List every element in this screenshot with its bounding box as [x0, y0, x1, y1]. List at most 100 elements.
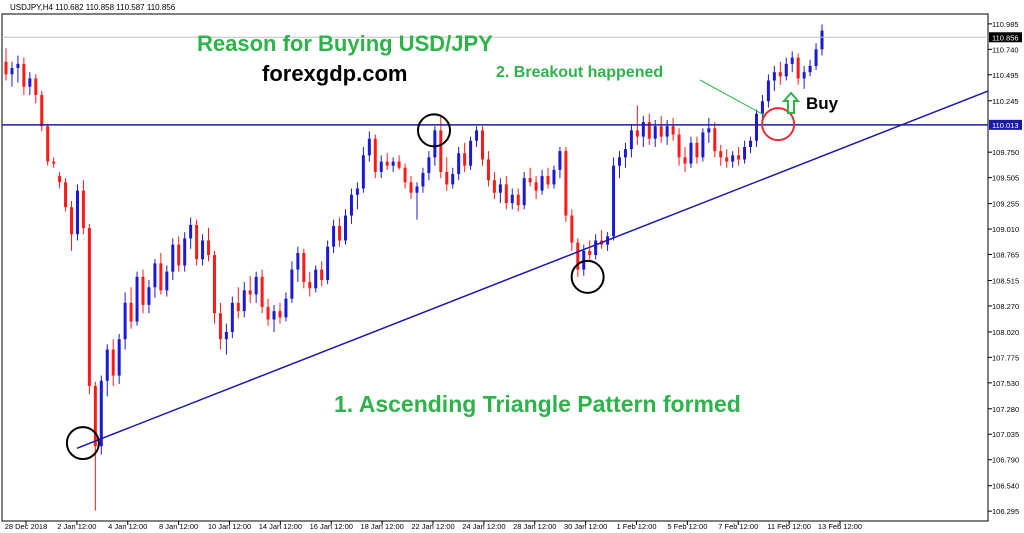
bull-candle: [361, 146, 365, 193]
bear-candle: [302, 248, 306, 289]
bear-candle: [129, 287, 133, 329]
candle-body: [153, 263, 157, 288]
bull-candle: [99, 375, 103, 455]
candle-body: [451, 173, 455, 185]
candle-body: [189, 224, 193, 239]
bull-candle: [379, 155, 383, 179]
y-tick-label: 110.245: [992, 97, 1019, 106]
candle-body: [290, 269, 294, 299]
breakout-connector: [699, 79, 767, 117]
candle-body: [570, 215, 574, 243]
candle-body: [81, 190, 85, 229]
y-tick-label: 106.540: [992, 482, 1019, 491]
y-tick-label: 110.985: [992, 20, 1019, 29]
candle-body: [796, 57, 800, 79]
bull-candle: [332, 219, 336, 253]
bear-candle: [445, 157, 449, 191]
bull-candle: [391, 157, 395, 172]
candle-body: [135, 276, 139, 322]
candle-body: [224, 331, 228, 340]
y-tick-label: 108.515: [992, 276, 1019, 285]
bull-candle: [367, 131, 371, 162]
candle-body: [743, 146, 747, 160]
y-tick-label: 107.035: [992, 430, 1019, 439]
candle-body: [147, 287, 151, 305]
bear-candle: [70, 201, 74, 251]
bear-candle: [570, 209, 574, 251]
candle-body: [677, 134, 681, 158]
candle-body: [302, 252, 306, 283]
candle-body: [647, 122, 651, 139]
bear-candle: [64, 178, 68, 212]
candle-body: [445, 171, 449, 185]
bull-candle: [820, 24, 824, 56]
candle-body: [617, 157, 621, 166]
bull-candle: [475, 126, 479, 147]
y-tick-label: 108.270: [992, 302, 1019, 311]
candle-body: [34, 78, 38, 96]
candle-body: [284, 298, 288, 318]
bear-candle: [278, 302, 282, 324]
candle-body: [403, 167, 407, 183]
x-tick-label: 16 Jan 12:00: [310, 522, 353, 531]
x-tick-label: 4 Jan 12:00: [108, 522, 147, 531]
buy-arrow-icon: [782, 91, 800, 114]
bear-candle: [659, 115, 663, 143]
candle-body: [308, 282, 312, 289]
y-tick-label: 109.505: [992, 174, 1019, 183]
bull-candle: [749, 136, 753, 154]
bear-candle: [647, 113, 651, 145]
candle-body: [16, 63, 20, 69]
candle-body: [540, 176, 544, 191]
bull-candle: [469, 136, 473, 170]
candle-body: [665, 126, 669, 137]
y-tick-label: 108.765: [992, 251, 1019, 260]
bull-candle: [522, 171, 526, 210]
bull-candle: [814, 43, 818, 71]
bull-candle: [272, 304, 276, 332]
candle-body: [212, 255, 216, 314]
bull-candle: [790, 51, 794, 73]
bull-candle: [16, 55, 20, 83]
candle-body: [159, 263, 163, 291]
bull-candle: [743, 140, 747, 164]
price-tag-text: 110.013: [992, 121, 1019, 130]
y-tick-label: 109.750: [992, 148, 1019, 157]
candle-body: [344, 215, 348, 241]
candle-body: [612, 165, 616, 237]
candle-body: [754, 113, 758, 141]
candle-body: [320, 269, 324, 280]
bear-candle: [403, 163, 407, 189]
ascending-trendline: [76, 90, 989, 449]
bull-candle: [498, 178, 502, 204]
candle-body: [254, 276, 258, 295]
trendlines: [2, 79, 989, 449]
bear-candle: [248, 275, 252, 303]
bull-candle: [290, 261, 294, 303]
bear-candle: [409, 176, 413, 199]
candle-body: [272, 311, 276, 320]
time-axis: 28 Dec 2018 2 Jan 12:00 4 Jan 12:00 8 Jan 1…: [5, 521, 862, 531]
bear-candle: [22, 57, 26, 96]
bear-candle: [236, 287, 240, 319]
candle-body: [528, 178, 532, 183]
candle-body: [242, 290, 246, 312]
bull-candle: [10, 61, 14, 87]
bull-candle: [653, 119, 657, 147]
price-axis: 110.985 110.740 110.495 110.245 109.750 109.5…: [2, 20, 1022, 516]
highlight-circle: [417, 113, 451, 148]
bear-candle: [177, 236, 181, 272]
candle-body: [409, 182, 413, 193]
candle-body: [397, 161, 401, 168]
bear-candle: [52, 157, 56, 168]
candle-body: [123, 302, 127, 340]
x-tick-label: 18 Jan 12:00: [360, 522, 403, 531]
bull-candle: [612, 157, 616, 241]
buy-label: Buy: [806, 94, 839, 113]
y-tick-label: 110.495: [992, 71, 1019, 80]
candle-body: [689, 142, 693, 164]
candle-body: [772, 72, 776, 81]
candle-body: [177, 244, 181, 266]
bear-candle: [713, 122, 717, 158]
